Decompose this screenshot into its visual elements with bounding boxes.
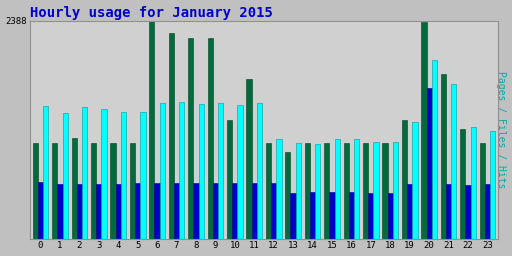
Bar: [232, 183, 238, 239]
Bar: [130, 143, 135, 239]
Bar: [490, 131, 495, 239]
Bar: [412, 122, 418, 239]
Bar: [149, 22, 155, 239]
Bar: [426, 88, 432, 239]
Bar: [432, 60, 437, 239]
Bar: [349, 192, 354, 239]
Bar: [174, 183, 179, 239]
Bar: [96, 184, 101, 239]
Bar: [344, 143, 349, 239]
Bar: [33, 143, 38, 239]
Bar: [485, 184, 490, 239]
Bar: [101, 109, 106, 239]
Bar: [388, 193, 393, 239]
Bar: [238, 104, 243, 239]
Bar: [207, 38, 213, 239]
Bar: [402, 120, 407, 239]
Bar: [251, 183, 257, 239]
Bar: [227, 120, 232, 239]
Bar: [285, 152, 290, 239]
Bar: [213, 183, 218, 239]
Bar: [194, 183, 199, 239]
Bar: [276, 139, 282, 239]
Bar: [62, 113, 68, 239]
Bar: [305, 143, 310, 239]
Bar: [310, 192, 315, 239]
Bar: [480, 143, 485, 239]
Bar: [407, 184, 412, 239]
Bar: [218, 103, 223, 239]
Bar: [77, 184, 82, 239]
Bar: [315, 144, 321, 239]
Bar: [446, 184, 451, 239]
Bar: [179, 102, 184, 239]
Bar: [324, 143, 329, 239]
Bar: [168, 33, 174, 239]
Bar: [471, 127, 476, 239]
Bar: [451, 83, 456, 239]
Bar: [257, 103, 262, 239]
Bar: [52, 143, 57, 239]
Bar: [57, 184, 62, 239]
Bar: [160, 103, 165, 239]
Bar: [140, 112, 145, 239]
Bar: [465, 185, 471, 239]
Bar: [38, 182, 43, 239]
Bar: [382, 143, 388, 239]
Bar: [91, 143, 96, 239]
Bar: [290, 193, 296, 239]
Text: Hourly usage for January 2015: Hourly usage for January 2015: [30, 6, 273, 19]
Bar: [460, 129, 465, 239]
Bar: [246, 79, 251, 239]
Y-axis label: Pages / Files / Hits: Pages / Files / Hits: [497, 71, 506, 188]
Bar: [111, 143, 116, 239]
Bar: [135, 183, 140, 239]
Bar: [121, 112, 126, 239]
Bar: [393, 142, 398, 239]
Bar: [72, 138, 77, 239]
Bar: [368, 193, 373, 239]
Bar: [188, 38, 194, 239]
Bar: [363, 143, 368, 239]
Bar: [441, 74, 446, 239]
Bar: [335, 139, 340, 239]
Bar: [199, 104, 204, 239]
Bar: [421, 22, 426, 239]
Bar: [43, 106, 49, 239]
Bar: [373, 142, 379, 239]
Bar: [116, 184, 121, 239]
Bar: [296, 143, 301, 239]
Bar: [266, 143, 271, 239]
Bar: [329, 192, 335, 239]
Bar: [271, 183, 276, 239]
Bar: [82, 107, 87, 239]
Bar: [155, 183, 160, 239]
Bar: [354, 139, 359, 239]
